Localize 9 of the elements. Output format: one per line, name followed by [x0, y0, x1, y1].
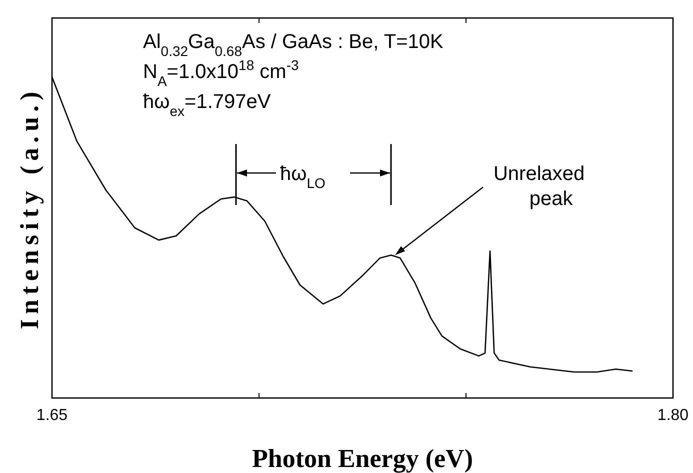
- text: Al$_{0.32}$Ga$_{0.68}$As / GaAs : Be, T=10K: [143, 31, 444, 59]
- annotation: ħω$_{ex}$=1.797eV: [143, 91, 272, 119]
- annotation: Unrelaxed peak: [493, 163, 585, 210]
- x-tick-label: 1.65: [36, 407, 68, 424]
- annotation: N$_{A}$=1.0x10$^{18}$ cm$^{-3}$: [143, 57, 299, 89]
- x-axis-title: Photon Energy (eV): [252, 444, 473, 473]
- y-axis-title: Intensity (a.u.): [15, 86, 44, 330]
- x-tick-label: 1.80: [657, 407, 689, 424]
- annotation: ħω$_{LO}$: [280, 163, 326, 191]
